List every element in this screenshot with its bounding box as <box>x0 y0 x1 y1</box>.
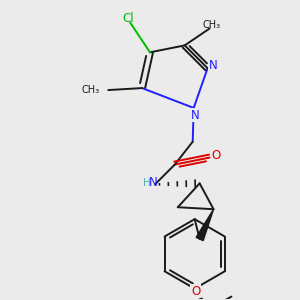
Text: Cl: Cl <box>123 13 134 26</box>
Text: CH₃: CH₃ <box>202 20 220 30</box>
Text: N: N <box>191 109 200 122</box>
Text: N: N <box>208 59 217 72</box>
Text: H: H <box>143 178 151 188</box>
Text: N: N <box>149 176 158 189</box>
Text: O: O <box>191 285 200 298</box>
Text: CH₃: CH₃ <box>81 85 99 95</box>
Text: O: O <box>212 149 221 162</box>
Polygon shape <box>196 209 214 241</box>
